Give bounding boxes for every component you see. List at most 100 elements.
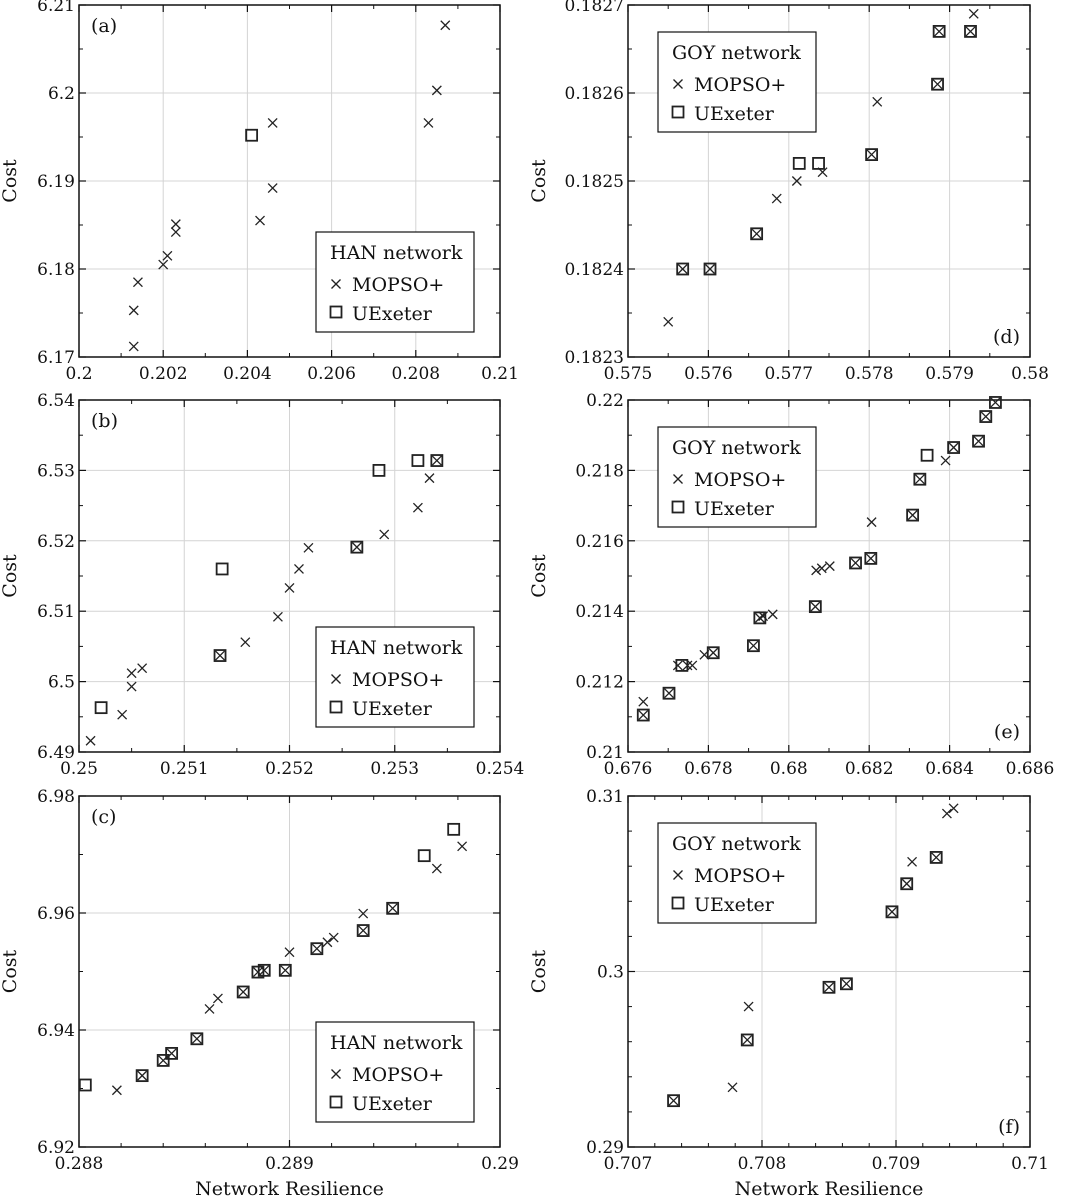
x-stroke [965,26,976,37]
square-marker-icon [135,1069,149,1083]
series-mopso- [85,455,442,746]
x-marker-icon [457,841,468,852]
x-marker-icon [791,176,802,186]
square-marker-icon [885,905,899,919]
square-marker-icon [667,1094,680,1108]
x-stroke [331,279,341,289]
x-marker-icon [810,601,821,612]
legend-box [657,426,817,528]
square-marker-icon [931,77,944,91]
square-marker-icon [753,611,767,625]
x-tick-label: 0.254 [476,759,525,779]
square-marker-icon [808,600,822,614]
x-stroke [128,305,139,316]
x-stroke [705,264,715,274]
y-tick-label: 0.214 [575,602,624,622]
x-marker-icon [255,215,265,226]
x-marker-icon [866,517,877,528]
series-uexeter [78,822,461,1092]
axes-frame [627,4,1031,358]
x-stroke [132,277,143,288]
x-stroke [280,965,291,976]
x-marker-icon [387,903,398,914]
y-tick-label: 0.216 [575,532,624,552]
x-stroke [238,987,249,997]
square-marker-icon [929,851,943,864]
x-marker-icon [238,987,249,997]
x-tick-label: 0.71 [1011,1154,1049,1174]
x-marker-icon [865,553,876,564]
square-marker-icon [278,963,292,977]
x-axis-label: Network Resilience [195,1178,384,1200]
x-marker-icon [204,1003,215,1014]
x-marker-icon [850,558,861,568]
series-mopso- [668,803,959,1106]
square-marker-icon [236,985,250,999]
square-marker-icon [913,472,927,486]
square-marker-icon [706,646,720,660]
x-tick-label: 0.68 [770,759,808,779]
x-stroke [212,993,223,1004]
x-marker-icon [267,183,278,193]
x-marker-icon [111,1085,122,1096]
y-tick-label: 6.19 [37,172,75,192]
x-marker-icon [767,609,778,620]
x-stroke [866,517,877,528]
square-marker-icon [329,1095,343,1109]
x-marker-icon [423,117,434,128]
x-stroke [423,117,434,128]
square-marker-icon [215,562,229,576]
x-tick-label: 0.575 [604,364,653,384]
square-marker-icon [165,1047,179,1060]
x-marker-icon [431,85,442,96]
square-marker-icon [329,700,343,714]
x-marker-icon [677,264,688,274]
x-tick-label: 0.289 [265,1154,314,1174]
x-marker-icon [431,455,442,466]
legend-title: GOY network [672,437,801,459]
x-stroke [973,436,984,447]
y-tick-label: 0.1827 [565,0,624,16]
x-marker-icon [990,397,1001,408]
panel-tag: (e) [994,721,1020,743]
x-marker-icon [303,542,314,553]
y-tick-label: 6.51 [37,602,75,622]
gridlines [79,5,500,357]
y-tick-label: 6.49 [37,743,75,763]
panel-tag: (c) [91,806,116,828]
series-uexeter [667,851,943,1108]
x-stroke [457,841,468,852]
x-stroke [990,397,1001,408]
x-stroke [387,903,398,914]
y-axis-label: Cost [0,949,21,993]
x-stroke [351,542,362,553]
x-marker-icon [973,436,984,447]
square-marker-icon [356,924,370,937]
x-stroke [284,583,295,593]
panel-tag: (d) [993,326,1020,348]
x-marker-icon [887,906,897,917]
y-axis-label: Cost [528,159,550,203]
x-marker-icon [663,316,674,327]
x-tick-label: 0.678 [684,759,733,779]
square-marker-icon [386,901,400,915]
y-tick-label: 0.1823 [565,348,624,368]
x-marker-icon [240,637,251,648]
x-stroke [771,193,782,204]
legend-entry-mopso: MOPSO+ [694,74,786,96]
data-points [85,454,444,746]
x-stroke [137,663,148,674]
panel-b: 0.25 0.251 0.252 0.253 0.254 6.49 6.5 6.51 6.52 6… [0,391,524,779]
axes-frame [627,399,1031,753]
x-stroke [811,565,822,576]
square-marker-icon [747,639,760,653]
x-marker-icon [968,8,979,19]
x-stroke [331,1069,341,1079]
y-tick-label: 6.98 [37,787,75,807]
x-marker-icon [212,993,223,1004]
x-marker-icon [358,908,369,919]
x-stroke [440,20,451,31]
x-marker-icon [170,227,181,237]
square-marker-icon [920,448,934,462]
x-marker-icon [311,943,322,954]
